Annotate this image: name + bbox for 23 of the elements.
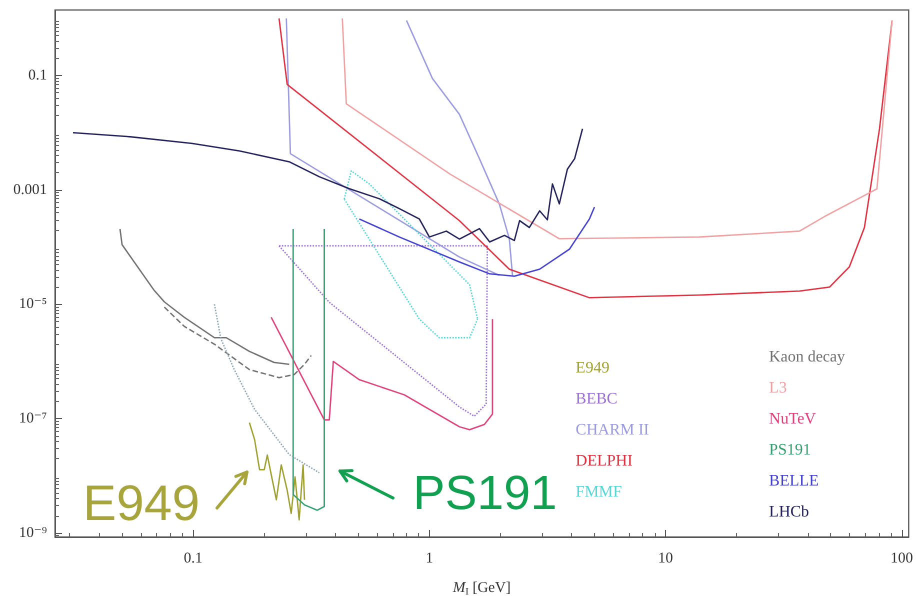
text: Kaon decay — [769, 348, 846, 366]
y-tick-label: 0.1 — [28, 68, 47, 84]
annotation: PS191 — [413, 467, 558, 520]
text: L3 — [769, 380, 787, 396]
text: FMMF — [576, 484, 622, 500]
annotation: E949 — [83, 475, 200, 531]
text: PS191 — [769, 442, 811, 458]
line-series — [292, 228, 325, 511]
y-tick-label: 10⁻⁹ — [18, 524, 47, 541]
y-tick-label: 0.001 — [13, 182, 47, 198]
text: BEBC — [576, 390, 618, 408]
y-tick-label: 10⁻⁷ — [18, 410, 47, 427]
x-tick-label: 0.1 — [184, 550, 203, 566]
x-tick-label: 10 — [658, 550, 674, 566]
x-tick-label: 100 — [890, 550, 913, 566]
x-tick-label: 1 — [426, 550, 434, 566]
text: DELPHI — [576, 452, 633, 470]
y-tick-label: 10⁻⁵ — [18, 296, 47, 312]
text: CHARM II — [576, 422, 650, 438]
text: NuTeV — [769, 410, 816, 428]
text: LHCb — [769, 504, 810, 520]
text: BELLE — [769, 472, 819, 490]
text: E949 — [576, 360, 610, 376]
